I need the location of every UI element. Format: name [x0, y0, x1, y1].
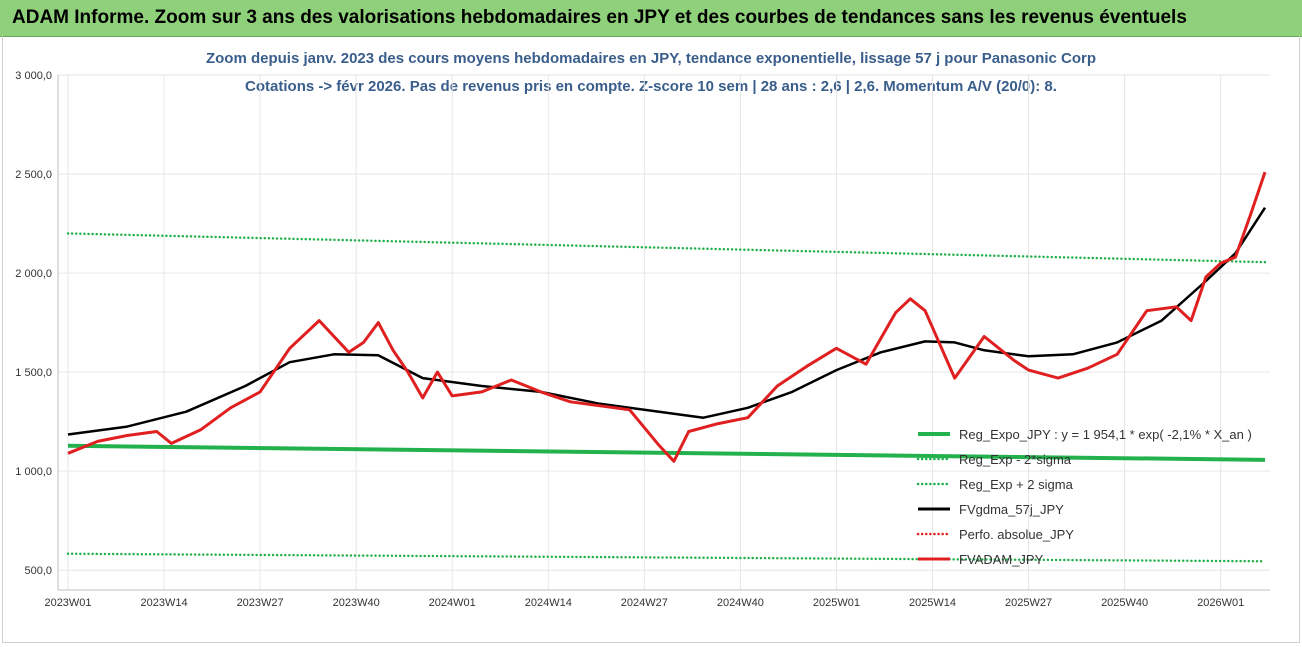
- y-tick-label: 2 000,0: [15, 268, 52, 280]
- legend-label: Reg_Exp - 2*sigma: [959, 452, 1072, 467]
- x-tick-label: 2023W40: [333, 597, 380, 609]
- chart-title-line2: Cotations -> févr 2026. Pas de revenus p…: [245, 78, 1057, 95]
- y-tick-label: 2 500,0: [15, 169, 52, 181]
- series-fvadam-jpy: [67, 171, 1267, 463]
- y-axis-ticks: 500,0 1 000,0 1 500,0 2 000,0 2 500,0 3 000,0: [15, 70, 52, 577]
- legend-label: Reg_Expo_JPY : y = 1 954,1 * exp( -2,1% …: [959, 427, 1252, 442]
- legend-label: FVADAM_JPY: [959, 552, 1044, 567]
- chart-series: [66, 171, 1267, 563]
- x-tick-label: 2023W27: [237, 597, 284, 609]
- chart-title-line1: Zoom depuis janv. 2023 des cours moyens …: [205, 50, 1096, 67]
- y-tick-label: 3 000,0: [15, 70, 52, 82]
- y-tick-label: 1 000,0: [15, 466, 52, 478]
- x-tick-label: 2024W01: [429, 597, 476, 609]
- y-tick-label: 500,0: [24, 565, 52, 577]
- x-tick-label: 2025W14: [909, 597, 956, 609]
- series-reg-exp-minus-2sigma: [66, 552, 1267, 563]
- x-tick-label: 2023W14: [141, 597, 188, 609]
- chart-frame: [2, 36, 1300, 643]
- x-tick-label: 2024W14: [525, 597, 572, 609]
- series-reg-exp-plus-2sigma: [66, 232, 1267, 264]
- legend-label: Reg_Exp + 2 sigma: [959, 477, 1074, 492]
- legend-label: FVgdma_57j_JPY: [959, 502, 1064, 517]
- x-axis-ticks: 2023W01 2023W14 2023W27 2023W40 2024W01 2024W…: [44, 597, 1244, 609]
- legend-label: Perfo. absolue_JPY: [959, 527, 1074, 542]
- x-tick-label: 2026W01: [1197, 597, 1244, 609]
- x-tick-label: 2025W40: [1101, 597, 1148, 609]
- report-banner: ADAM Informe. Zoom sur 3 ans des valoris…: [0, 0, 1302, 37]
- x-tick-label: 2025W27: [1005, 597, 1052, 609]
- y-tick-label: 1 500,0: [15, 367, 52, 379]
- x-tick-label: 2024W27: [621, 597, 668, 609]
- x-tick-label: 2025W01: [813, 597, 860, 609]
- series-fvgdma-57j-jpy: [67, 207, 1267, 436]
- chart-legend: Reg_Expo_JPY : y = 1 954,1 * exp( -2,1% …: [916, 427, 1252, 567]
- chart-gridlines: [58, 74, 1270, 590]
- x-tick-label: 2023W01: [44, 597, 91, 609]
- x-tick-label: 2024W40: [717, 597, 764, 609]
- report-title: ADAM Informe. Zoom sur 3 ans des valoris…: [12, 7, 1187, 28]
